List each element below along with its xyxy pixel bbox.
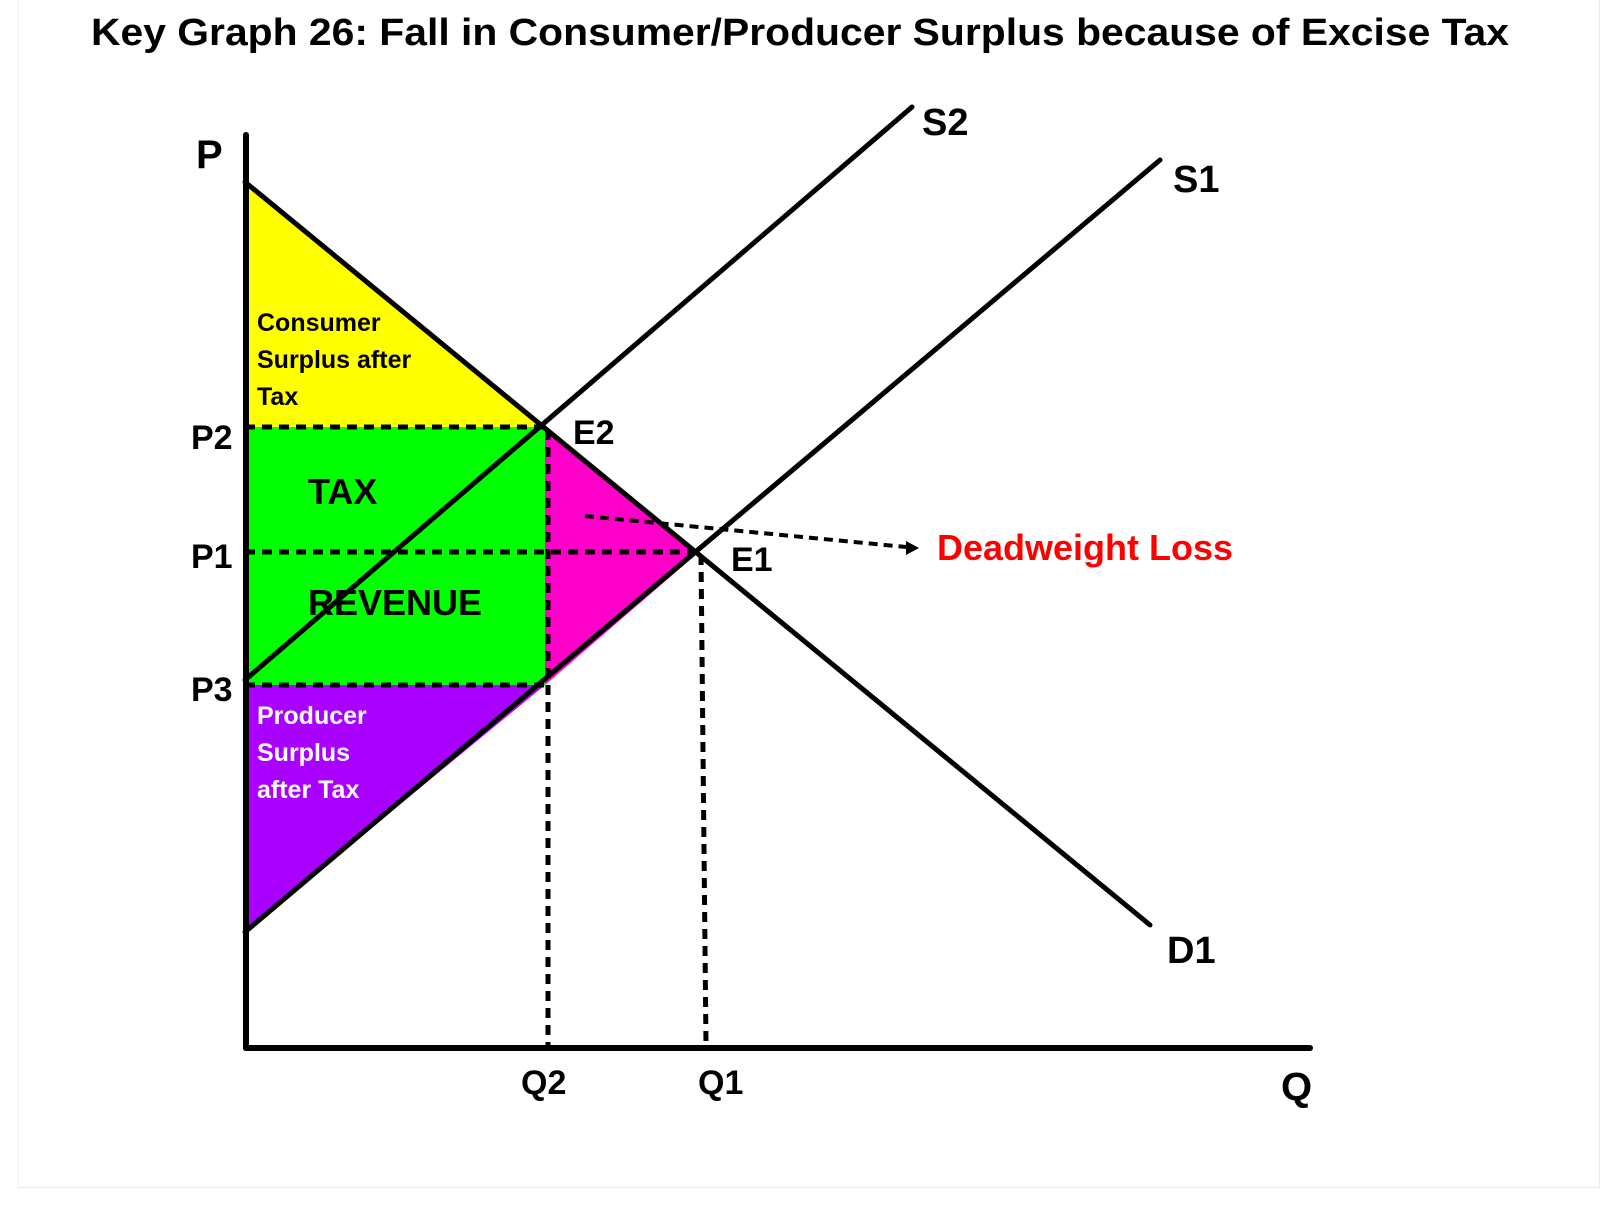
p1-label: P1 <box>191 538 233 576</box>
e2-label: E2 <box>573 414 615 452</box>
q2-label: Q2 <box>521 1064 566 1102</box>
producer-surplus-label-line2: Surplus <box>257 739 350 767</box>
y-axis-label: P <box>196 133 223 177</box>
e1-label: E1 <box>731 541 773 579</box>
supply-curve-s2 <box>242 104 915 683</box>
consumer-surplus-label-line3: Tax <box>257 383 298 411</box>
deadweight-pointer-line <box>584 514 907 549</box>
p3-label: P3 <box>191 671 233 709</box>
q1-guide-line <box>698 554 709 1046</box>
s2-label: S2 <box>922 102 968 144</box>
producer-surplus-label-line1: Producer <box>257 702 367 730</box>
producer-surplus-label-line3: after Tax <box>257 776 359 804</box>
deadweight-loss-label: Deadweight Loss <box>937 527 1233 568</box>
p2-label: P2 <box>191 419 233 457</box>
x-axis-label: Q <box>1281 1065 1312 1109</box>
q1-label: Q1 <box>698 1064 743 1102</box>
s1-label: S1 <box>1173 159 1219 201</box>
tax-revenue-label-line2: REVENUE <box>308 582 482 623</box>
d1-label: D1 <box>1167 930 1216 972</box>
deadweight-loss-region <box>545 427 699 685</box>
figure-title: Key Graph 26: Fall in Consumer/Producer … <box>91 12 1509 54</box>
demand-curve <box>242 179 1153 928</box>
supply-curve-s1 <box>242 157 1163 935</box>
tax-revenue-region <box>245 427 545 685</box>
consumer-surplus-label-line2: Surplus after <box>257 346 411 374</box>
deadweight-pointer-arrowhead <box>906 541 919 555</box>
consumer-surplus-label-line1: Consumer <box>257 309 381 337</box>
tax-revenue-label-line1: TAX <box>308 471 377 512</box>
